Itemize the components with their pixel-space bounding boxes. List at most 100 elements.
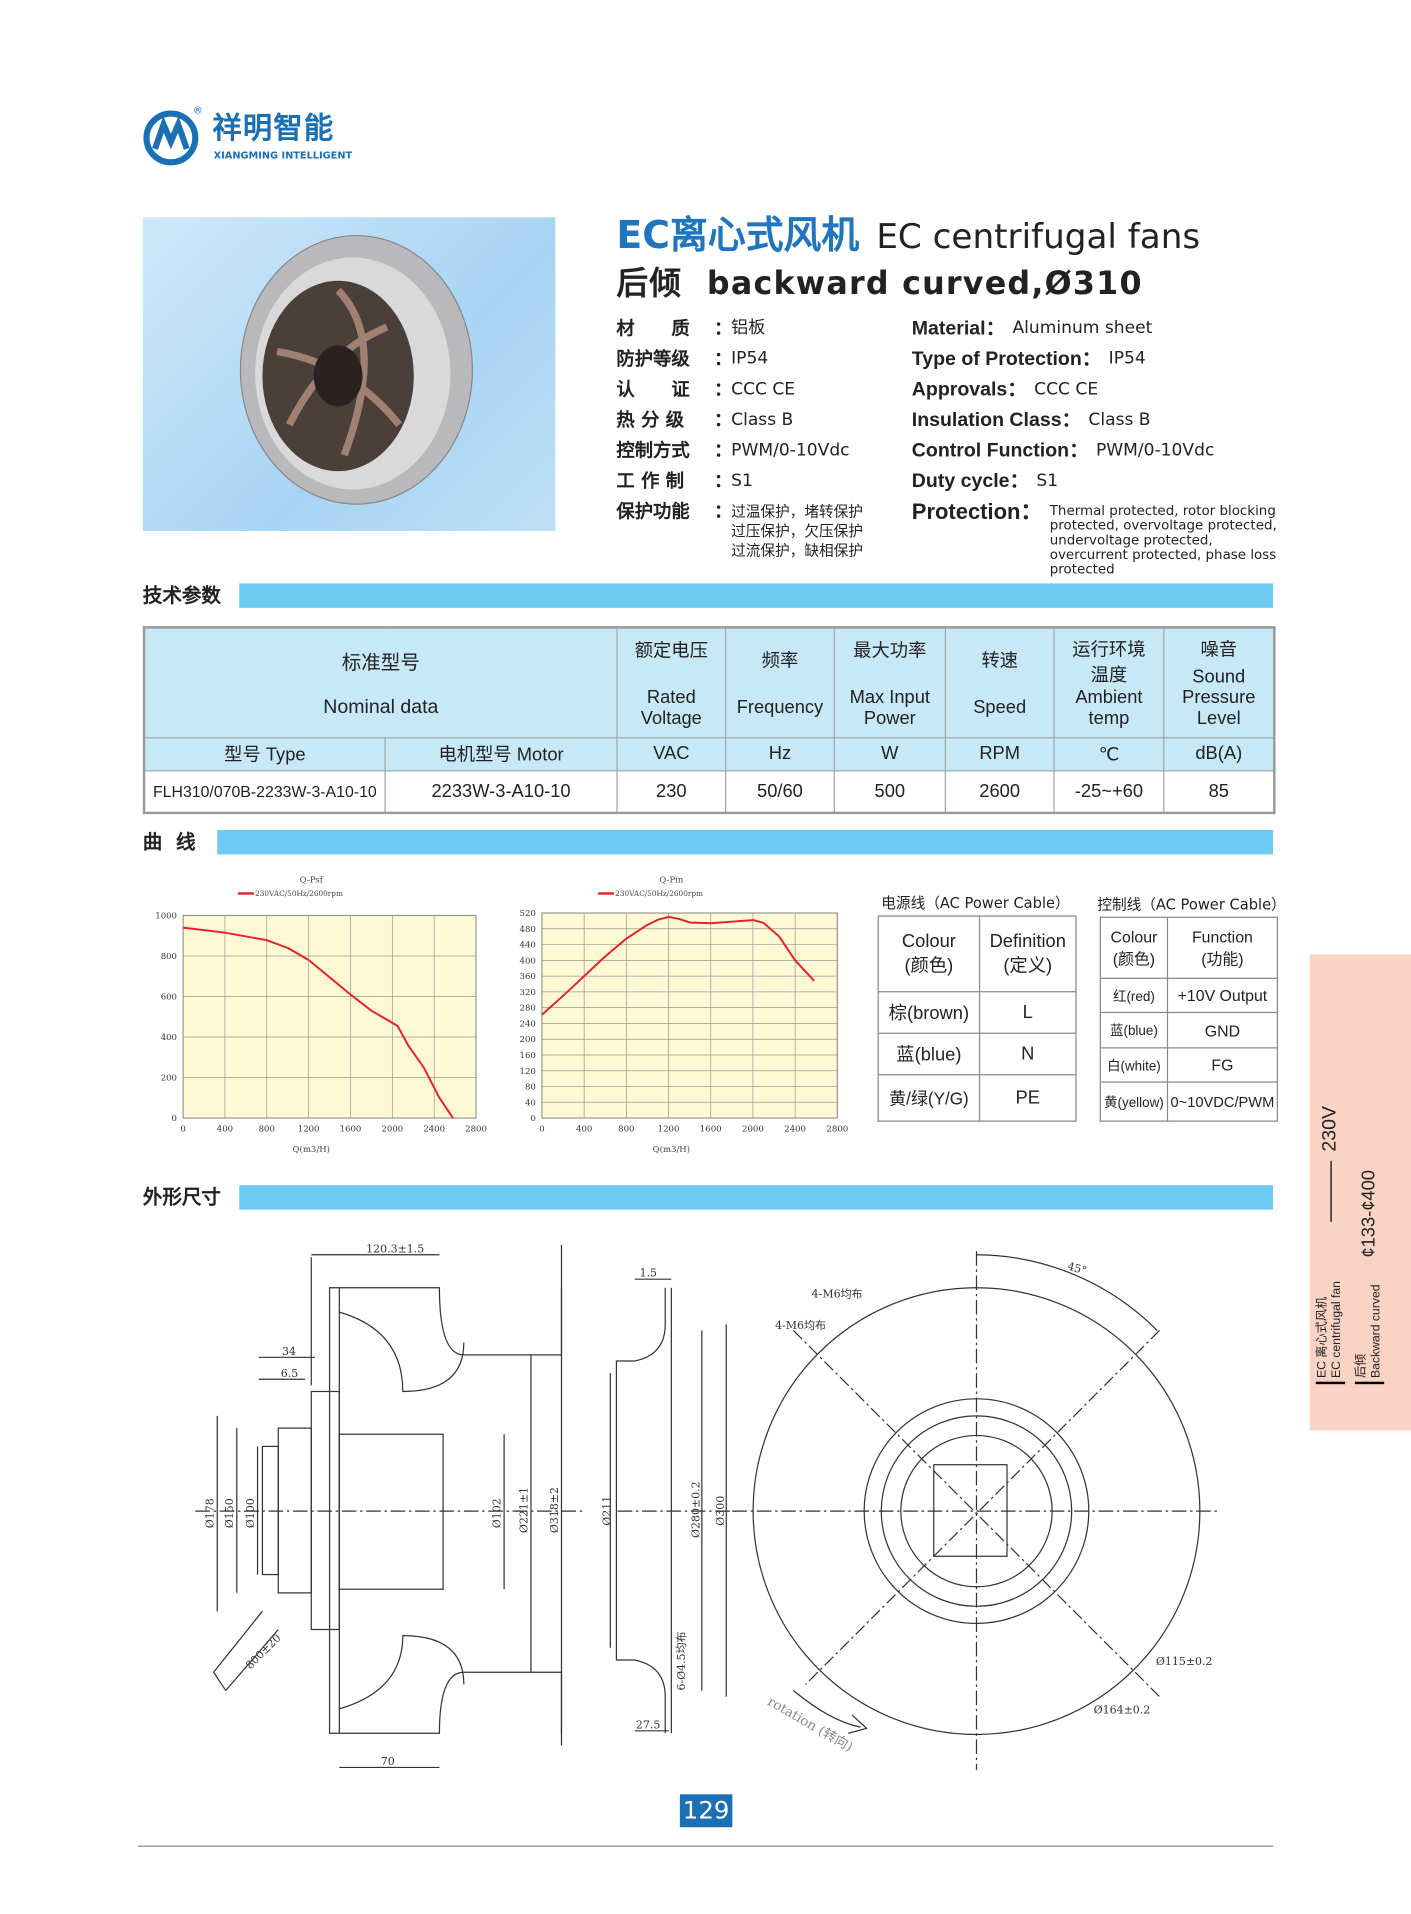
spec-colon: ： — [714, 408, 733, 431]
col-en: Rated Voltage — [640, 686, 702, 729]
cell: GND — [1166, 1011, 1278, 1049]
spec-label: Material： — [911, 318, 1006, 340]
table-row: 黄/绿(Y/G) PE — [877, 1074, 1077, 1122]
spec-row: Insulation Class： Class B — [912, 405, 1278, 436]
y-tick-label: 400 — [520, 956, 536, 966]
dim-label: Ø300 — [714, 1496, 727, 1526]
y-tick-label: 200 — [520, 1035, 536, 1045]
subtitle-cn: 后倾 — [616, 266, 683, 303]
y-tick-label: 0 — [172, 1114, 177, 1124]
dim-label: Ø211 — [600, 1496, 613, 1526]
cell: 0~10VDC/PWM — [1166, 1081, 1278, 1122]
page-title: EC离心式风机 EC centrifugal fans — [616, 212, 1200, 258]
motor-cell: 2233W-3-A10-10 — [384, 769, 618, 814]
spec-row: 保护功能 ：过温保护，堵转保护 过压保护，欠压保护 过流保护，缺相保护 — [616, 497, 897, 560]
y-tick-label: 80 — [525, 1083, 536, 1093]
control-cable-table: Colour (颜色) Function (功能) 红(red) +10V Outp… — [1099, 916, 1278, 1122]
section-title-dims: 外形尺寸 — [142, 1185, 221, 1209]
spec-row: 材 质 ：铝板 — [616, 314, 897, 345]
spec-table: 标准型号 Nominal data 额定电压 Rated Voltage 频率 Fr… — [142, 626, 1276, 815]
spec-label: Insulation Class： — [911, 410, 1082, 431]
col-en: Speed — [973, 697, 1027, 719]
dim-label: Ø318±2 — [548, 1487, 561, 1533]
table-row: 黄(yellow) 0~10VDC/PWM — [1099, 1081, 1278, 1122]
chart-title: Q-Pin — [659, 875, 684, 885]
table-row: 蓝(blue) GND — [1099, 1011, 1278, 1049]
spec-colon: ： — [714, 378, 733, 401]
side-tab: EC 离心式风机 EC centrifugal fan 230V 后倾 Back… — [1309, 954, 1411, 1431]
y-tick-label: 120 — [520, 1067, 536, 1077]
header-colour: Colour (颜色) — [877, 915, 981, 993]
col-cn: 最大功率 — [853, 640, 927, 662]
spec-value: PWM/0-10Vdc — [1095, 440, 1215, 461]
col-header: 运行环境温度 Ambient temp — [1053, 626, 1165, 738]
spec-value: S1 — [731, 471, 753, 491]
header-function: Function (功能) — [1166, 916, 1278, 979]
y-tick-label: 1000 — [155, 912, 177, 922]
unit: Hz — [725, 736, 835, 771]
spec-label: Control Function： — [911, 440, 1089, 462]
header-definition: Definition (定义) — [978, 915, 1077, 993]
title-en: EC centrifugal fans — [876, 216, 1201, 257]
col-header: 频率 Frequency — [725, 626, 835, 738]
y-tick-label: 520 — [520, 909, 536, 919]
dim-label: 1.5 — [640, 1267, 657, 1280]
section-title-tech: 技术参数 — [142, 583, 221, 607]
spec-row: 热 分 级 ： Class B — [616, 405, 897, 436]
dim-label: 4-M6均布 — [775, 1319, 826, 1332]
dim-label: 4-M6均布 — [812, 1287, 863, 1300]
cell: 红(red) — [1099, 977, 1169, 1014]
motor-header: 电机型号 Motor — [384, 736, 618, 771]
dim-label: Ø102 — [490, 1498, 503, 1528]
plot-area — [182, 914, 477, 1119]
table-row: FLH310/070B-2233W-3-A10-10 2233W-3-A10-1… — [143, 769, 1275, 814]
logo: ® 祥明智能 XIANGMING INTELLIGENT — [143, 105, 352, 168]
y-tick-label: 40 — [525, 1098, 536, 1108]
x-tick-label: 400 — [217, 1124, 233, 1134]
y-tick-label: 280 — [520, 1004, 536, 1014]
value-cell: 500 — [833, 769, 946, 814]
x-tick-label: 0 — [180, 1124, 185, 1134]
col-cn: 转速 — [981, 650, 1018, 672]
x-axis-label: Q(m3/H) — [293, 1144, 330, 1155]
y-tick-label: 440 — [520, 941, 536, 951]
dim-label: Ø115±0.2 — [1156, 1655, 1213, 1668]
spec-label: Duty cycle： — [911, 471, 1030, 492]
spec-value: Thermal protected, rotor blocking protec… — [1049, 502, 1277, 578]
section-bar — [217, 830, 1274, 855]
side-view — [195, 1245, 1221, 1770]
product-photo — [142, 217, 556, 531]
x-tick-label: 2800 — [465, 1124, 487, 1134]
spec-row: Approvals： CCC CE — [912, 375, 1278, 406]
value-cell: 2600 — [944, 769, 1055, 814]
dim-label: Ø164±0.2 — [1094, 1704, 1151, 1717]
spec-label: 防护等级 — [616, 347, 690, 370]
y-tick-label: 400 — [161, 1033, 177, 1043]
footer-divider — [137, 1845, 1274, 1847]
power-cable-table: Colour (颜色) Definition (定义) 棕(brown) L 蓝(b… — [877, 915, 1077, 1122]
logo-text-cn: 祥明智能 — [212, 111, 335, 146]
value-cell: 85 — [1163, 769, 1275, 814]
spec-value: S1 — [1036, 471, 1059, 491]
spec-label: 工 作 制 — [616, 469, 685, 492]
unit: ℃ — [1053, 736, 1165, 771]
spec-label: 保护功能 — [616, 500, 690, 523]
spec-value: 铝板 — [731, 318, 766, 339]
section-title-curve: 曲 线 — [142, 830, 196, 854]
cell: 黄/绿(Y/G) — [877, 1074, 981, 1122]
chart-q-pin: 0 400 800 1200 1600 2000 2400 2800 0 40 80 120 160 20… — [520, 875, 849, 1155]
spec-row: 工 作 制 ： S1 — [616, 466, 897, 497]
x-tick-label: 0 — [539, 1124, 544, 1134]
spec-label: Protection： — [911, 499, 1043, 524]
spec-colon: ： — [714, 500, 733, 523]
dim-label: 45° — [1066, 1260, 1088, 1278]
table-row: 白(white) FG — [1099, 1047, 1278, 1083]
spec-label: 控制方式 — [616, 439, 690, 462]
spec-colon: ： — [714, 469, 733, 492]
dim-label: 34 — [282, 1345, 296, 1358]
y-tick-label: 200 — [161, 1074, 177, 1084]
spec-row: Control Function： PWM/0-10Vdc — [912, 436, 1278, 467]
cell: 棕(brown) — [877, 991, 981, 1034]
table-row: 蓝(blue) N — [877, 1032, 1077, 1076]
spec-row: 控制方式 ： PWM/0-10Vdc — [616, 436, 897, 467]
